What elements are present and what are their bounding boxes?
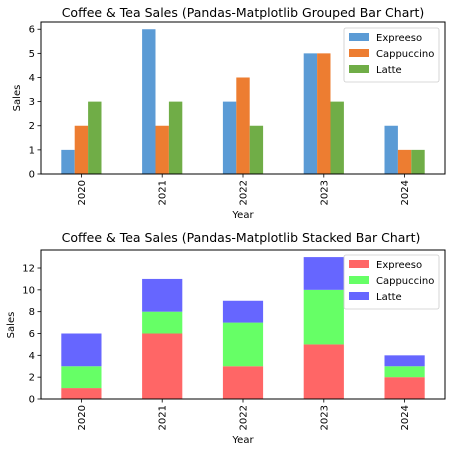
x-axis: 2020 2021 2022 2023 2024: [77, 399, 411, 430]
bar-expreeso-2024: [384, 125, 398, 174]
x-axis-label: Year: [231, 210, 254, 221]
legend: Expreeso Cappuccino Latte: [343, 27, 440, 83]
legend-label: Expreeso: [376, 33, 422, 44]
y-tick-label: 2: [29, 121, 35, 132]
bar-latte-2023: [330, 101, 344, 174]
bar-cappuccino-2024: [397, 149, 412, 174]
y-tick-label: 6: [29, 329, 35, 340]
bar-expreeso-2024: [384, 377, 425, 399]
bar-cappuccino-2020: [61, 366, 102, 389]
y-tick-label: 12: [22, 264, 35, 275]
bar-latte-2024: [411, 149, 425, 174]
y-tick-label: 2: [29, 373, 35, 384]
bar-latte-2022: [249, 125, 264, 174]
bar-latte-2023: [303, 257, 344, 290]
y-tick-label: 0: [29, 395, 35, 406]
bars: [61, 257, 425, 399]
bar-cappuccino-2020: [74, 125, 89, 174]
y-tick-label: 3: [29, 97, 35, 108]
y-tick-label: 6: [29, 25, 35, 36]
bar-expreeso-2022: [222, 366, 264, 399]
chart-title: Coffee & Tea Sales (Pandas-Matplotlib Gr…: [62, 5, 425, 20]
x-tick-label: 2020: [77, 405, 88, 430]
bar-cappuccino-2021: [155, 125, 169, 174]
legend-label: Cappuccino: [376, 276, 434, 287]
y-tick-label: 1: [29, 145, 35, 156]
legend-swatch: [349, 49, 369, 57]
x-tick-label: 2023: [319, 180, 330, 205]
bar-expreeso-2023: [303, 53, 318, 174]
y-axis-label: Sales: [6, 312, 17, 339]
bar-expreeso-2021: [142, 333, 183, 399]
bar-expreeso-2021: [142, 29, 156, 174]
bar-expreeso-2020: [61, 388, 102, 399]
y-axis: 0 1 2 3 4 5 6: [29, 25, 41, 181]
legend-swatch: [349, 65, 369, 73]
x-tick-label: 2024: [400, 405, 411, 430]
legend-swatch: [349, 276, 369, 284]
y-axis: 0 2 4 6 8 10 12: [22, 264, 41, 406]
legend-label: Cappuccino: [376, 49, 434, 60]
y-tick-label: 8: [29, 307, 35, 318]
y-tick-label: 5: [29, 49, 35, 60]
bar-latte-2021: [168, 101, 183, 174]
bar-cappuccino-2022: [222, 322, 264, 367]
x-tick-label: 2022: [239, 405, 250, 430]
x-tick-label: 2020: [77, 180, 88, 205]
legend-swatch: [349, 292, 369, 300]
bar-cappuccino-2023: [317, 53, 331, 174]
bar-latte-2020: [61, 333, 102, 367]
y-tick-label: 4: [29, 351, 35, 362]
bar-cappuccino-2022: [236, 77, 250, 174]
x-axis-label: Year: [231, 435, 254, 446]
x-tick-label: 2022: [239, 180, 250, 205]
bar-expreeso-2022: [222, 101, 237, 174]
legend-label: Latte: [376, 292, 402, 303]
chart-title: Coffee & Tea Sales (Pandas-Matplotlib St…: [62, 230, 421, 245]
legend-label: Latte: [376, 65, 402, 76]
x-tick-label: 2021: [158, 405, 169, 430]
y-tick-label: 10: [22, 285, 35, 296]
legend-swatch: [349, 33, 369, 41]
stacked-bar-chart: Coffee & Tea Sales (Pandas-Matplotlib St…: [6, 230, 446, 446]
bar-expreeso-2020: [61, 149, 75, 174]
bar-cappuccino-2024: [384, 366, 425, 378]
y-tick-label: 0: [29, 170, 35, 181]
x-axis: 2020 2021 2022 2023 2024: [77, 174, 411, 205]
y-tick-label: 4: [29, 73, 35, 84]
bar-cappuccino-2021: [142, 311, 183, 334]
bar-latte-2022: [222, 300, 264, 323]
y-axis-label: Sales: [12, 85, 23, 112]
x-tick-label: 2023: [319, 405, 330, 430]
bar-cappuccino-2023: [303, 289, 344, 345]
x-tick-label: 2021: [158, 180, 169, 205]
grouped-bar-chart: Coffee & Tea Sales (Pandas-Matplotlib Gr…: [12, 5, 446, 221]
bar-latte-2020: [88, 101, 102, 174]
x-tick-label: 2024: [400, 180, 411, 205]
bar-latte-2021: [142, 278, 183, 312]
legend-label: Expreeso: [376, 260, 422, 271]
legend-swatch: [349, 260, 369, 268]
bar-latte-2024: [384, 355, 425, 367]
bars: [61, 29, 425, 174]
bar-expreeso-2023: [303, 344, 344, 399]
legend: Expreeso Cappuccino Latte: [343, 254, 440, 310]
